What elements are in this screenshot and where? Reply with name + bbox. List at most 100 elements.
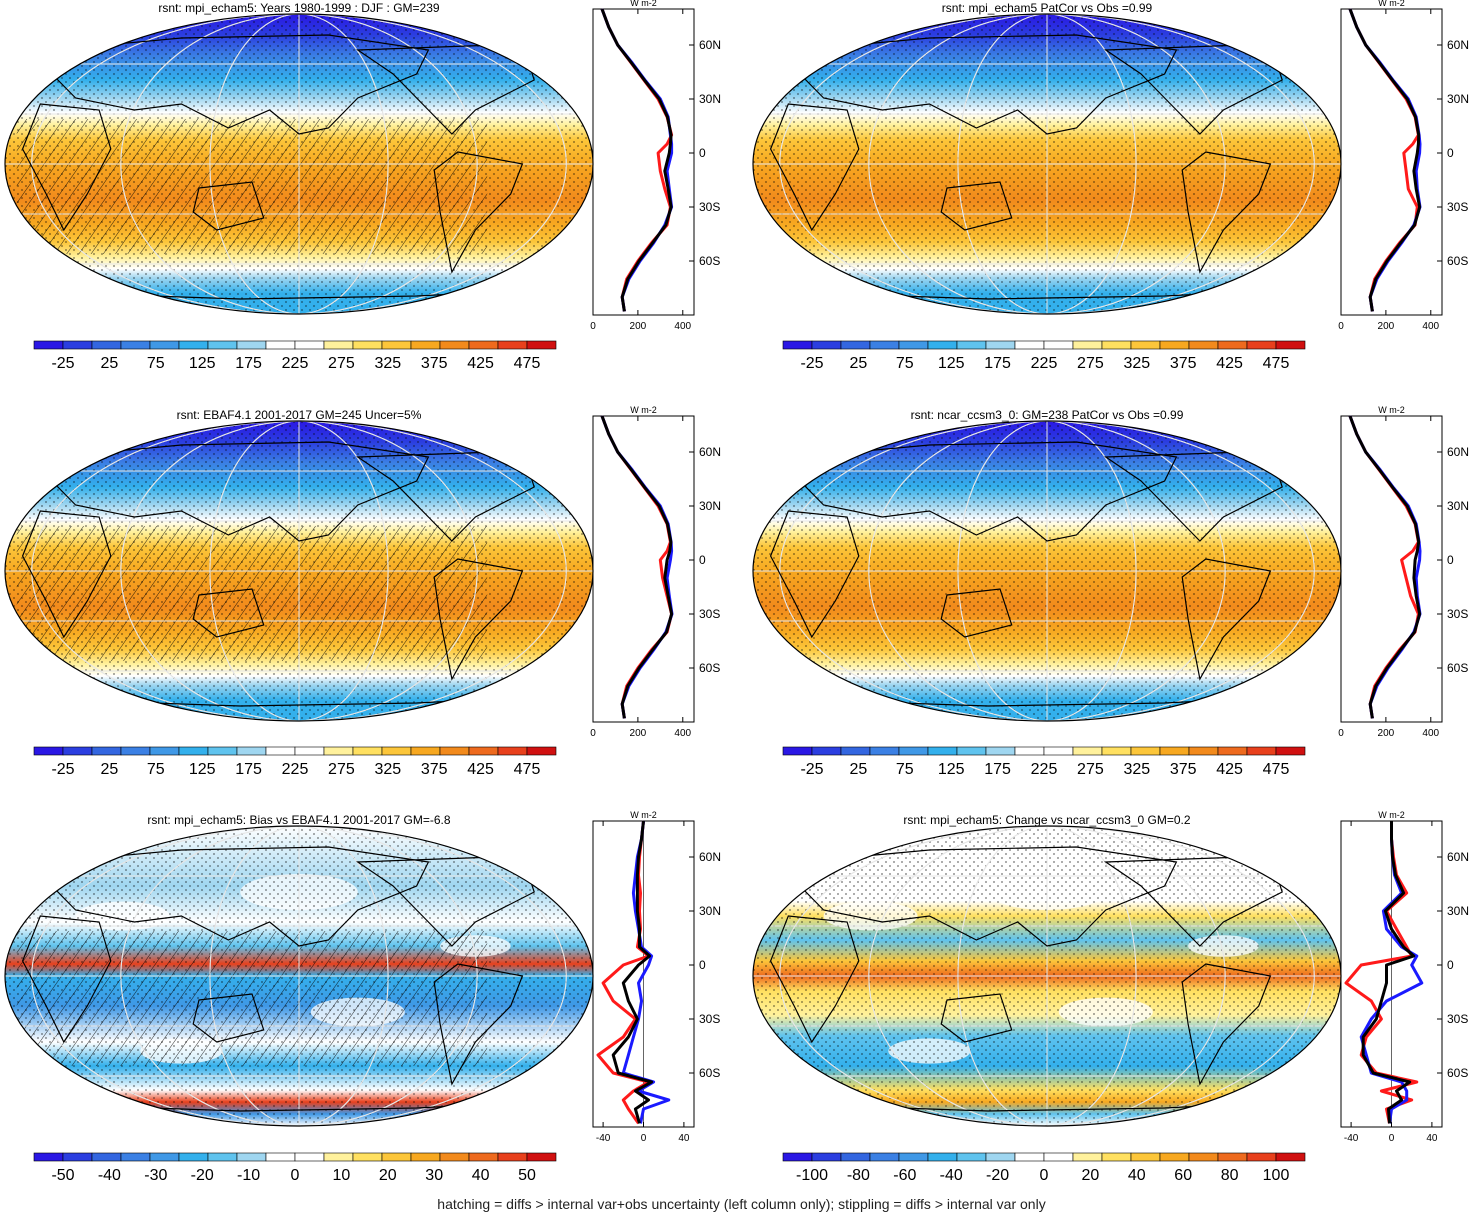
profile-unit: W m-2 (630, 405, 657, 415)
profile-xtick-label: 40 (1426, 1133, 1438, 1144)
colorbar: -25 25 75 125 175 225 275 325 375 425 475 (782, 340, 1306, 372)
colorbar-swatch (1246, 746, 1277, 756)
colorbar-swatch (869, 340, 900, 350)
profile-ytick-label: 60N (699, 38, 721, 52)
colorbar-swatch (1130, 1152, 1161, 1162)
profile-frame (592, 415, 695, 723)
profile-ytick-label: 30S (1447, 200, 1468, 214)
colorbar-tick-label: 425 (1216, 355, 1243, 372)
colorbar-swatch (840, 746, 871, 756)
colorbar-swatch (265, 746, 296, 756)
colorbar-tick-label: 25 (101, 355, 119, 372)
colorbar-swatch (497, 1152, 528, 1162)
colorbar-swatch (265, 1152, 296, 1162)
panel-3: rsnt: EBAF4.1 2001-2017 GM=245 Uncer=5% -… (4, 405, 721, 778)
colorbar-swatch (294, 340, 325, 350)
profile-xtick-label: 0 (641, 1133, 647, 1144)
map-title: rsnt: mpi_echam5 PatCor vs Obs =0.99 (942, 1, 1153, 15)
colorbar-swatch (1043, 746, 1074, 756)
panel-5: rsnt: mpi_echam5: Bias vs EBAF4.1 2001-2… (4, 810, 721, 1184)
colorbar-tick-label: 100 (1263, 1167, 1290, 1184)
colorbar-tick-label: 125 (189, 761, 216, 778)
colorbar-swatch (1072, 746, 1103, 756)
colorbar-swatch (526, 746, 557, 756)
colorbar-swatch (1188, 746, 1219, 756)
coastline (21, 915, 112, 1044)
coastline (433, 963, 524, 1086)
colorbar-swatch (207, 1152, 238, 1162)
colorbar-tick-label: -60 (893, 1167, 916, 1184)
colorbar-swatch (811, 1152, 842, 1162)
colorbar-tick-label: -20 (191, 1167, 214, 1184)
profile-xtick-label: 200 (1378, 321, 1395, 332)
colorbar-tick-label: -25 (51, 355, 74, 372)
colorbar-swatch (1043, 340, 1074, 350)
colorbar-swatch (1072, 1152, 1103, 1162)
colorbar-tick-label: 325 (1123, 355, 1150, 372)
colorbar-tick-label: 275 (328, 761, 355, 778)
colorbar-swatch (439, 1152, 470, 1162)
colorbar-swatch (178, 746, 209, 756)
colorbar-swatch (811, 340, 842, 350)
colorbar-tick-label: 175 (235, 355, 262, 372)
colorbar: -50 -40 -30 -20 -10 0 10 20 30 40 50 (33, 1152, 557, 1184)
panel-6: rsnt: mpi_echam5: Change vs ncar_ccsm3_0… (752, 810, 1469, 1184)
colorbar-tick-label: 275 (1077, 355, 1104, 372)
colorbar-swatch (1014, 340, 1045, 350)
profile-xtick-label: 200 (1378, 728, 1395, 739)
colorbar-tick-label: -40 (940, 1167, 963, 1184)
colorbar-tick-label: -80 (847, 1167, 870, 1184)
colorbar-swatch (410, 340, 441, 350)
colorbar-swatch (236, 340, 267, 350)
colorbar-swatch (323, 340, 354, 350)
gridline-lon (31, 421, 567, 721)
colorbar-tick-label: 125 (938, 355, 965, 372)
map (5, 14, 593, 314)
colorbar-swatch (381, 1152, 412, 1162)
colorbar-tick-label: -100 (796, 1167, 828, 1184)
colorbar-swatch (207, 746, 238, 756)
coastline (192, 993, 265, 1043)
profile-xtick-label: -40 (1344, 1133, 1359, 1144)
map-title: rsnt: mpi_echam5: Bias vs EBAF4.1 2001-2… (147, 813, 450, 827)
colorbar-swatch (468, 746, 499, 756)
coastline (769, 510, 860, 639)
colorbar-swatch (811, 746, 842, 756)
profile-ytick-label: 60N (1447, 445, 1469, 459)
colorbar-tick-label: -25 (800, 761, 823, 778)
profile-ytick-label: 60S (1447, 254, 1468, 268)
colorbar-tick-label: 50 (518, 1167, 536, 1184)
colorbar-tick-label: 20 (379, 1167, 397, 1184)
colorbar-tick-label: -20 (986, 1167, 1009, 1184)
colorbar-swatch (1246, 340, 1277, 350)
zonal-profile: W m-2 60N 30N 0 30S 60S -40 0 40 (592, 810, 721, 1144)
colorbar-tick-label: 375 (421, 761, 448, 778)
gridline-lon (120, 421, 478, 721)
profile-xtick-label: 0 (590, 728, 596, 739)
profile-xtick-label: 200 (630, 728, 647, 739)
panel-2: rsnt: mpi_echam5 PatCor vs Obs =0.99 -25 2… (752, 0, 1469, 372)
profile-frame (1340, 8, 1443, 316)
colorbar-tick-label: -25 (51, 761, 74, 778)
colorbar-swatch (898, 340, 929, 350)
profile-ytick-label: 60N (699, 850, 721, 864)
profile-frame (592, 8, 695, 316)
colorbar-swatch (1159, 340, 1190, 350)
profile-ytick-label: 30N (699, 92, 721, 106)
colorbar-tick-label: 75 (147, 761, 165, 778)
map-title: rsnt: mpi_echam5: Years 1980-1999 : DJF … (158, 1, 439, 15)
colorbar: -25 25 75 125 175 225 275 325 375 425 475 (33, 746, 557, 778)
hatching (16, 526, 488, 661)
colorbar-swatch (898, 746, 929, 756)
profile-ytick-label: 60S (1447, 661, 1468, 675)
coastline (51, 34, 430, 135)
profile-xtick-label: 40 (678, 1133, 690, 1144)
gridline-lon (868, 421, 1226, 721)
colorbar-swatch (33, 340, 64, 350)
colorbar-swatch (91, 340, 122, 350)
coastline (51, 846, 430, 947)
profile-ytick-label: 0 (1447, 146, 1454, 160)
zonal-profile: W m-2 60N 30N 0 30S 60S 0 200 400 (590, 0, 721, 332)
colorbar-tick-label: 60 (1174, 1167, 1192, 1184)
colorbar-tick-label: 375 (1170, 761, 1197, 778)
